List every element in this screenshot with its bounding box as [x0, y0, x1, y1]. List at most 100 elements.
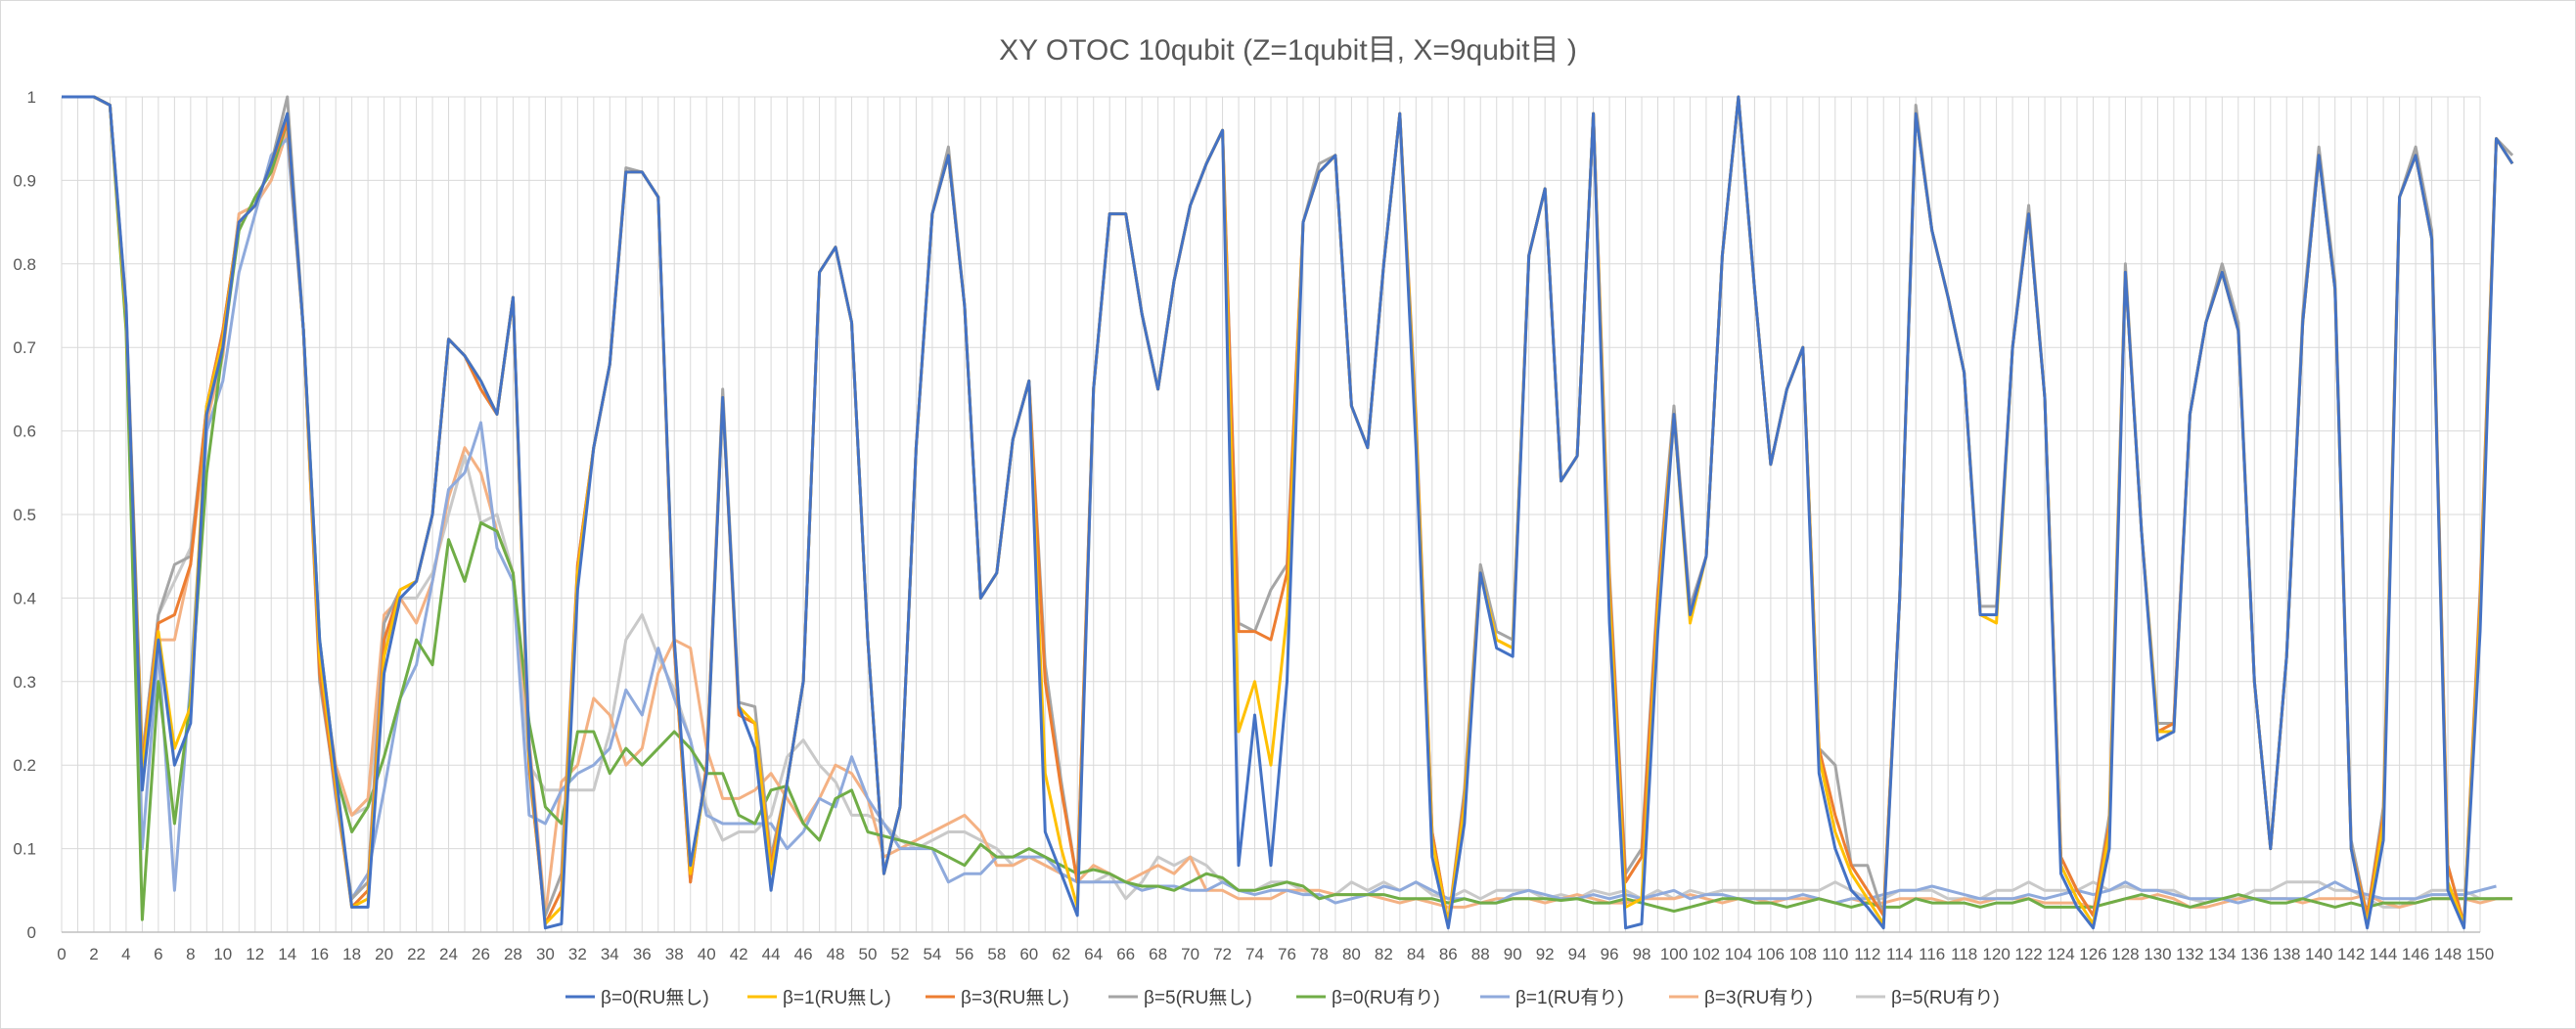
x-tick-label: 28 [504, 945, 522, 963]
x-tick-label: 94 [1568, 945, 1587, 963]
x-tick-label: 62 [1052, 945, 1070, 963]
y-tick-label: 0.3 [13, 673, 36, 692]
x-tick-label: 36 [633, 945, 652, 963]
x-tick-label: 126 [2079, 945, 2106, 963]
x-tick-label: 44 [762, 945, 781, 963]
x-tick-label: 144 [2370, 945, 2397, 963]
x-tick-label: 54 [923, 945, 941, 963]
legend-label-7: β=5(RU有り) [1891, 987, 2000, 1008]
legend-label-3: β=5(RU無し) [1144, 987, 1252, 1008]
series-lines [62, 95, 2514, 930]
x-tick-label: 86 [1439, 945, 1458, 963]
x-tick-label: 142 [2337, 945, 2365, 963]
x-tick-label: 116 [1919, 945, 1945, 963]
legend-label-6: β=3(RU有り) [1704, 987, 1813, 1008]
x-tick-label: 96 [1601, 945, 1619, 963]
legend: β=0(RU無し) β=1(RU無し) β=3(RU無し) β=5(RU無し) β=0(… [565, 987, 2000, 1008]
y-tick-label: 0.4 [13, 589, 36, 607]
x-tick-label: 148 [2434, 945, 2462, 963]
x-tick-label: 50 [859, 945, 878, 963]
chart-title: XY OTOC 10qubit (Z=1qubit目, X=9qubit目 ) [999, 34, 1577, 67]
x-tick-label: 82 [1375, 945, 1393, 963]
y-tick-label: 1 [27, 88, 36, 107]
x-tick-label: 2 [89, 945, 98, 963]
y-tick-label: 0.1 [13, 840, 36, 859]
x-tick-label: 78 [1310, 945, 1329, 963]
x-tick-label: 66 [1116, 945, 1135, 963]
x-tick-label: 100 [1660, 945, 1688, 963]
x-tick-label: 24 [439, 945, 458, 963]
x-tick-label: 26 [472, 945, 490, 963]
x-tick-label: 138 [2273, 945, 2300, 963]
x-tick-label: 64 [1084, 945, 1103, 963]
x-tick-label: 4 [121, 945, 130, 963]
x-tick-label: 40 [698, 945, 716, 963]
x-tick-label: 150 [2466, 945, 2494, 963]
x-tick-label: 0 [57, 945, 66, 963]
x-tick-label: 98 [1633, 945, 1651, 963]
x-tick-label: 130 [2144, 945, 2171, 963]
x-tick-label: 30 [536, 945, 555, 963]
x-tick-label: 80 [1342, 945, 1361, 963]
x-tick-label: 38 [665, 945, 684, 963]
x-tick-label: 10 [213, 945, 232, 963]
x-tick-label: 12 [246, 945, 264, 963]
x-tick-label: 124 [2047, 945, 2074, 963]
series-line-0 [62, 95, 2514, 930]
x-tick-label: 32 [568, 945, 587, 963]
x-tick-label: 72 [1213, 945, 1232, 963]
x-tick-label: 88 [1471, 945, 1490, 963]
y-tick-label: 0.2 [13, 756, 36, 775]
x-tick-label: 68 [1149, 945, 1167, 963]
x-tick-label: 22 [407, 945, 426, 963]
series-line-5 [62, 95, 2497, 905]
x-tick-label: 58 [987, 945, 1006, 963]
x-tick-label: 90 [1504, 945, 1522, 963]
x-tick-label: 42 [730, 945, 748, 963]
x-tick-label: 56 [955, 945, 973, 963]
x-tick-label: 84 [1407, 945, 1425, 963]
x-tick-label: 132 [2176, 945, 2203, 963]
legend-label-4: β=0(RU有り) [1332, 987, 1440, 1008]
x-tick-label: 48 [827, 945, 845, 963]
x-tick-label: 74 [1245, 945, 1264, 963]
x-tick-label: 60 [1019, 945, 1038, 963]
x-tick-label: 76 [1278, 945, 1296, 963]
x-tick-label: 104 [1725, 945, 1752, 963]
y-axis-tick-labels: 0 0.1 0.2 0.3 0.4 0.5 0.6 0.7 0.8 0.9 1 [13, 88, 36, 942]
x-tick-label: 118 [1951, 945, 1977, 963]
y-tick-label: 0.5 [13, 506, 36, 524]
legend-label-1: β=1(RU無し) [783, 987, 891, 1008]
y-tick-label: 0.9 [13, 171, 36, 190]
x-tick-label: 46 [794, 945, 813, 963]
legend-label-0: β=0(RU無し) [601, 987, 709, 1008]
y-tick-label: 0.6 [13, 423, 36, 441]
legend-label-5: β=1(RU有り) [1515, 987, 1624, 1008]
x-tick-label: 122 [2014, 945, 2042, 963]
y-tick-label: 0 [27, 923, 36, 942]
x-tick-label: 120 [1982, 945, 2010, 963]
x-tick-label: 102 [1693, 945, 1720, 963]
x-tick-label: 34 [601, 945, 619, 963]
y-tick-label: 0.8 [13, 255, 36, 274]
x-tick-label: 134 [2208, 945, 2236, 963]
x-tick-label: 112 [1854, 945, 1880, 963]
x-tick-label: 140 [2305, 945, 2332, 963]
x-tick-label: 136 [2240, 945, 2268, 963]
x-tick-label: 20 [375, 945, 393, 963]
x-tick-label: 14 [278, 945, 296, 963]
x-tick-label: 110 [1822, 945, 1848, 963]
x-tick-label: 146 [2402, 945, 2429, 963]
y-tick-label: 0.7 [13, 338, 36, 357]
x-tick-label: 114 [1886, 945, 1913, 963]
x-tick-label: 92 [1536, 945, 1555, 963]
x-tick-label: 128 [2111, 945, 2139, 963]
legend-label-2: β=3(RU無し) [961, 987, 1069, 1008]
x-tick-label: 108 [1789, 945, 1817, 963]
x-tick-label: 52 [890, 945, 909, 963]
x-tick-label: 16 [310, 945, 329, 963]
x-tick-label: 8 [186, 945, 195, 963]
x-tick-label: 106 [1757, 945, 1785, 963]
x-tick-label: 6 [154, 945, 162, 963]
